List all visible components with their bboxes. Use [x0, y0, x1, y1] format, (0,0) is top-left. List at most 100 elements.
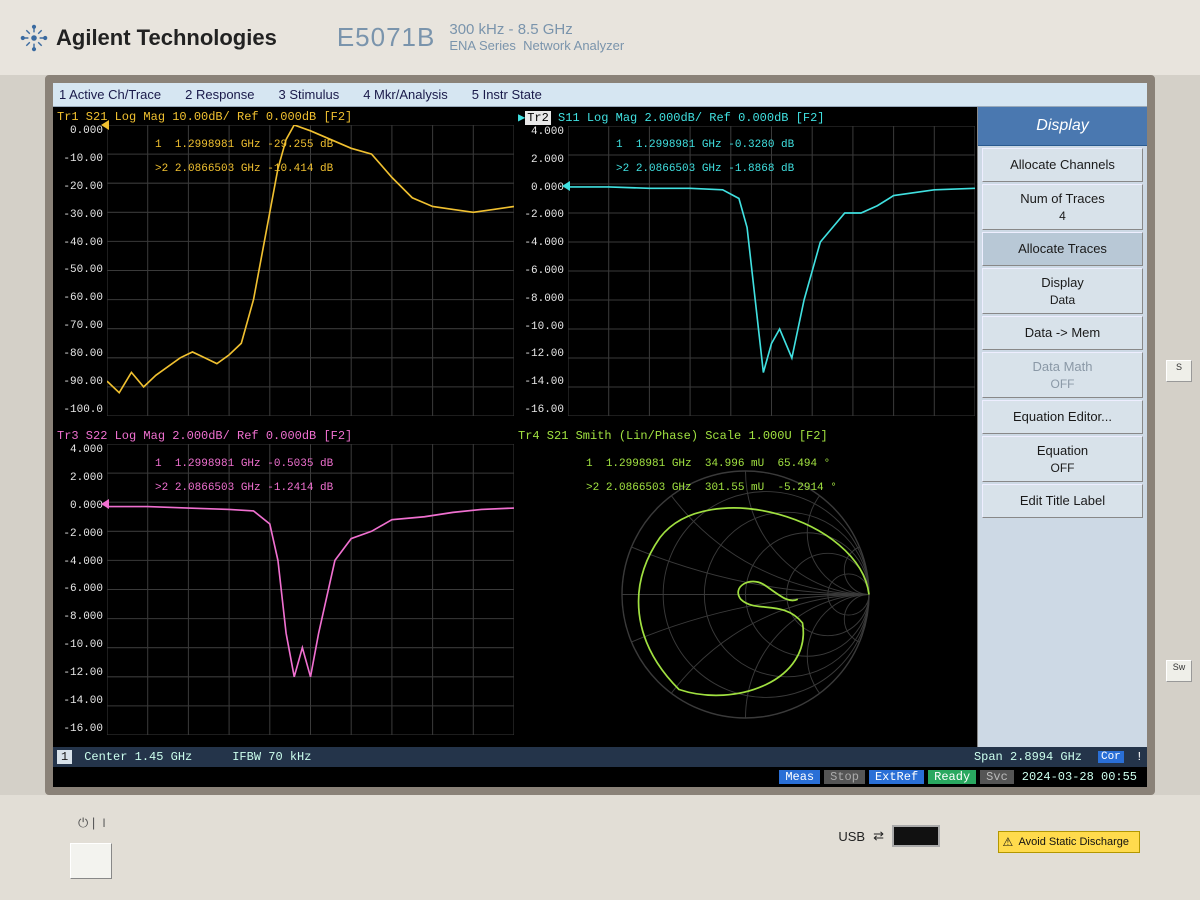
- marker-readout-tr3: 1 1.2998981 GHz -0.5035 dB >2 2.0866503 …: [155, 446, 333, 506]
- menu-active-ch[interactable]: 1 Active Ch/Trace: [59, 87, 161, 102]
- softkey-data-mem[interactable]: Data -> Mem: [982, 316, 1143, 350]
- y-tick-label: -2.000: [63, 528, 103, 540]
- panel-tr1: Tr1 S21 Log Mag 10.00dB/ Ref 0.000dB [F2…: [55, 109, 514, 426]
- y-tick-label: -90.00: [63, 376, 103, 388]
- side-button-2[interactable]: Sw: [1166, 660, 1192, 682]
- panel-tr3: Tr3 S22 Log Mag 2.000dB/ Ref 0.000dB [F2…: [55, 428, 514, 745]
- power-button[interactable]: [70, 843, 112, 879]
- panel-title-tr1: Tr1 S21 Log Mag 10.00dB/ Ref 0.000dB [F2…: [55, 109, 514, 125]
- y-tick-label: -40.00: [63, 237, 103, 249]
- brand-text: Agilent Technologies: [56, 25, 277, 51]
- softkey-edit-title-label[interactable]: Edit Title Label: [982, 484, 1143, 518]
- y-tick-label: -4.000: [63, 556, 103, 568]
- softkey-allocate-traces[interactable]: Allocate Traces: [982, 232, 1143, 266]
- chart-grid: Tr1 S21 Log Mag 10.00dB/ Ref 0.000dB [F2…: [53, 107, 977, 747]
- marker-readout-tr1: 1 1.2998981 GHz -29.255 dB >2 2.0866503 …: [155, 127, 333, 187]
- softkey-value: 4: [991, 209, 1134, 223]
- menu-response[interactable]: 2 Response: [185, 87, 254, 102]
- y-tick-label: 4.000: [70, 444, 103, 456]
- marker-readout-tr2: 1 1.2998981 GHz -0.3280 dB >2 2.0866503 …: [616, 127, 794, 187]
- y-tick-label: -8.000: [63, 611, 103, 623]
- agilent-logo-icon: [20, 24, 48, 52]
- softkey-value: OFF: [991, 377, 1134, 391]
- y-tick-label: -60.00: [63, 292, 103, 304]
- y-tick-label: 0.000: [531, 182, 564, 194]
- bezel-bottom: ⏻ | ⏽ USB ⇄ Avoid Static Discharge: [0, 795, 1200, 900]
- y-tick-label: -20.00: [63, 181, 103, 193]
- ifbw: IFBW 70 kHz: [232, 750, 311, 764]
- menu-stimulus[interactable]: 3 Stimulus: [279, 87, 340, 102]
- y-tick-label: -14.00: [63, 695, 103, 707]
- esd-warning-label: Avoid Static Discharge: [998, 831, 1140, 853]
- y-tick-label: -2.000: [524, 209, 564, 221]
- usb-icon: ⇄: [873, 828, 884, 844]
- menu-mkr-analysis[interactable]: 4 Mkr/Analysis: [363, 87, 448, 102]
- power-symbol-icon: ⏻ | ⏽: [78, 815, 109, 831]
- softkey-display[interactable]: Display Data: [982, 268, 1143, 314]
- softkey-label: Num of Traces: [991, 191, 1134, 207]
- y-tick-label: -70.00: [63, 320, 103, 332]
- menubar: 1 Active Ch/Trace 2 Response 3 Stimulus …: [53, 83, 1147, 107]
- y-tick-label: -6.000: [524, 265, 564, 277]
- softkey-label: Allocate Traces: [991, 241, 1134, 257]
- panel-title-tr3: Tr3 S22 Log Mag 2.000dB/ Ref 0.000dB [F2…: [55, 428, 514, 444]
- y-tick-label: -14.00: [524, 376, 564, 388]
- softkey-num-of-traces[interactable]: Num of Traces 4: [982, 184, 1143, 230]
- status-tag-bar: Meas Stop ExtRef Ready Svc 2024-03-28 00…: [53, 767, 1147, 787]
- active-trace-badge: Tr2: [525, 111, 551, 125]
- freq-range: 300 kHz - 8.5 GHz: [449, 22, 624, 39]
- y-tick-label: -6.000: [63, 583, 103, 595]
- y-tick-label: -8.000: [524, 293, 564, 305]
- tag-svc: Svc: [980, 770, 1014, 784]
- tag-stop: Stop: [824, 770, 865, 784]
- panel-tr2: ▶Tr2 S11 Log Mag 2.000dB/ Ref 0.000dB [F…: [516, 109, 975, 426]
- softkey-equation-editor[interactable]: Equation Editor...: [982, 400, 1143, 434]
- softkey-label: Data Math: [991, 359, 1134, 375]
- y-tick-label: -10.00: [63, 153, 103, 165]
- instrument-header: Agilent Technologies E5071B 300 kHz - 8.…: [0, 0, 1200, 75]
- y-axis-tr1: 0.000 -10.00 -20.00 -30.00 -40.00 -50.00 -60.0…: [55, 125, 107, 426]
- softkey-label: Edit Title Label: [991, 493, 1134, 509]
- softkey-allocate-channels[interactable]: Allocate Channels: [982, 148, 1143, 182]
- y-tick-label: -16.00: [63, 723, 103, 735]
- tag-meas: Meas: [779, 770, 820, 784]
- y-tick-label: -12.00: [524, 348, 564, 360]
- y-tick-label: -10.00: [63, 639, 103, 651]
- softkey-value: Data: [991, 293, 1134, 307]
- softkey-label: Equation: [991, 443, 1134, 459]
- y-tick-label: 2.000: [531, 154, 564, 166]
- softkey-label: Display: [991, 275, 1134, 291]
- y-tick-label: 0.000: [70, 125, 103, 137]
- y-tick-label: -16.00: [524, 404, 564, 416]
- panel-tr4: Tr4 S21 Smith (Lin/Phase) Scale 1.000U […: [516, 428, 975, 745]
- model-number: E5071B: [337, 22, 436, 53]
- y-tick-label: -30.00: [63, 209, 103, 221]
- softkey-title: Display: [978, 107, 1147, 146]
- bottom-status-bar: 1 Center 1.45 GHz IFBW 70 kHz Span 2.899…: [53, 747, 1147, 767]
- y-tick-label: -50.00: [63, 264, 103, 276]
- marker-readout-tr4: 1 1.2998981 GHz 34.996 mU 65.494 ° >2 2.…: [586, 446, 837, 506]
- datetime: 2024-03-28 00:55: [1018, 770, 1141, 784]
- screen: 1 Active Ch/Trace 2 Response 3 Stimulus …: [45, 75, 1155, 795]
- softkey-data-math[interactable]: Data Math OFF: [982, 352, 1143, 398]
- usb-slot[interactable]: [892, 825, 940, 847]
- correction-badge: Cor: [1098, 751, 1124, 763]
- softkey-label: Equation Editor...: [991, 409, 1134, 425]
- screen-body: Tr1 S21 Log Mag 10.00dB/ Ref 0.000dB [F2…: [53, 107, 1147, 747]
- span: Span 2.8994 GHz: [974, 750, 1082, 764]
- y-tick-label: -80.00: [63, 348, 103, 360]
- y-tick-label: 4.000: [531, 126, 564, 138]
- side-button-1[interactable]: S: [1166, 360, 1192, 382]
- y-tick-label: 0.000: [70, 500, 103, 512]
- softkey-equation[interactable]: EquationOFF: [982, 436, 1143, 482]
- channel-number: 1: [57, 750, 72, 764]
- tag-ready: Ready: [928, 770, 976, 784]
- usb-label: USB: [838, 829, 865, 844]
- y-tick-label: -4.000: [524, 237, 564, 249]
- panel-title-tr4: Tr4 S21 Smith (Lin/Phase) Scale 1.000U […: [516, 428, 975, 444]
- y-tick-label: -12.00: [63, 667, 103, 679]
- model-description: 300 kHz - 8.5 GHz ENA Series Network Ana…: [449, 22, 624, 53]
- panel-title-tr2: ▶Tr2 S11 Log Mag 2.000dB/ Ref 0.000dB [F…: [516, 109, 975, 126]
- y-axis-tr2: 4.000 2.000 0.000 -2.000 -4.000 -6.000 -8.000 -…: [516, 126, 568, 426]
- menu-instr-state[interactable]: 5 Instr State: [472, 87, 542, 102]
